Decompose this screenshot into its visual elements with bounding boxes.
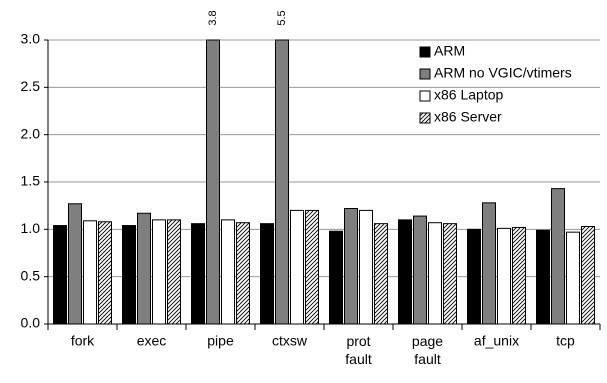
value-label: 3.8 <box>207 10 219 25</box>
x-tick-label: tcp <box>556 333 575 349</box>
bar <box>221 219 235 325</box>
bar <box>512 226 526 325</box>
bar <box>260 223 274 325</box>
bar <box>191 223 205 325</box>
y-tick-label: 3.0 <box>21 31 41 47</box>
legend-swatch <box>419 46 431 58</box>
value-label: 5.5 <box>276 10 288 25</box>
bar <box>374 223 388 325</box>
bar <box>137 212 151 325</box>
bar <box>122 225 136 325</box>
legend-label: x86 Laptop <box>434 87 503 103</box>
bar <box>467 228 481 325</box>
bar <box>236 222 250 325</box>
bar <box>206 39 220 325</box>
x-tick-label: fork <box>71 333 95 349</box>
bar <box>329 230 343 325</box>
x-tick-label: ctxsw <box>272 333 308 349</box>
bar <box>275 39 289 325</box>
bar <box>482 202 496 325</box>
bar <box>53 225 67 325</box>
legend-swatch <box>419 68 431 80</box>
y-tick-label: 2.5 <box>21 78 41 94</box>
bar <box>398 219 412 325</box>
legend-swatch <box>419 112 431 124</box>
bar <box>152 219 166 325</box>
legend-label: ARM <box>434 43 465 59</box>
x-tick-label: af_unix <box>474 333 519 349</box>
bar <box>581 225 595 325</box>
bar <box>551 188 565 325</box>
bar <box>68 203 82 325</box>
legend-label: ARM no VGIC/vtimers <box>434 65 572 81</box>
y-tick-label: 1.5 <box>21 173 41 189</box>
bar <box>413 215 427 325</box>
legend-label: x86 Server <box>434 109 502 125</box>
bar <box>344 208 358 325</box>
bar <box>497 227 511 325</box>
bar <box>290 209 304 325</box>
y-tick-label: 2.0 <box>21 125 41 141</box>
bar <box>167 219 181 325</box>
x-tick-label: prot fault <box>345 333 372 367</box>
x-tick-label: pipe <box>207 333 234 349</box>
bar <box>359 209 373 325</box>
x-tick-label: page fault <box>412 333 443 367</box>
y-tick-label: 1.0 <box>21 220 41 236</box>
y-tick-label: 0.0 <box>21 315 41 331</box>
x-tick-label: exec <box>137 333 167 349</box>
bar <box>536 229 550 325</box>
legend-swatch <box>419 90 431 102</box>
bar <box>443 223 457 325</box>
bar <box>98 221 112 325</box>
bar <box>83 220 97 325</box>
bar <box>566 231 580 325</box>
bar <box>305 209 319 325</box>
bar <box>428 222 442 325</box>
y-tick-label: 0.5 <box>21 267 41 283</box>
